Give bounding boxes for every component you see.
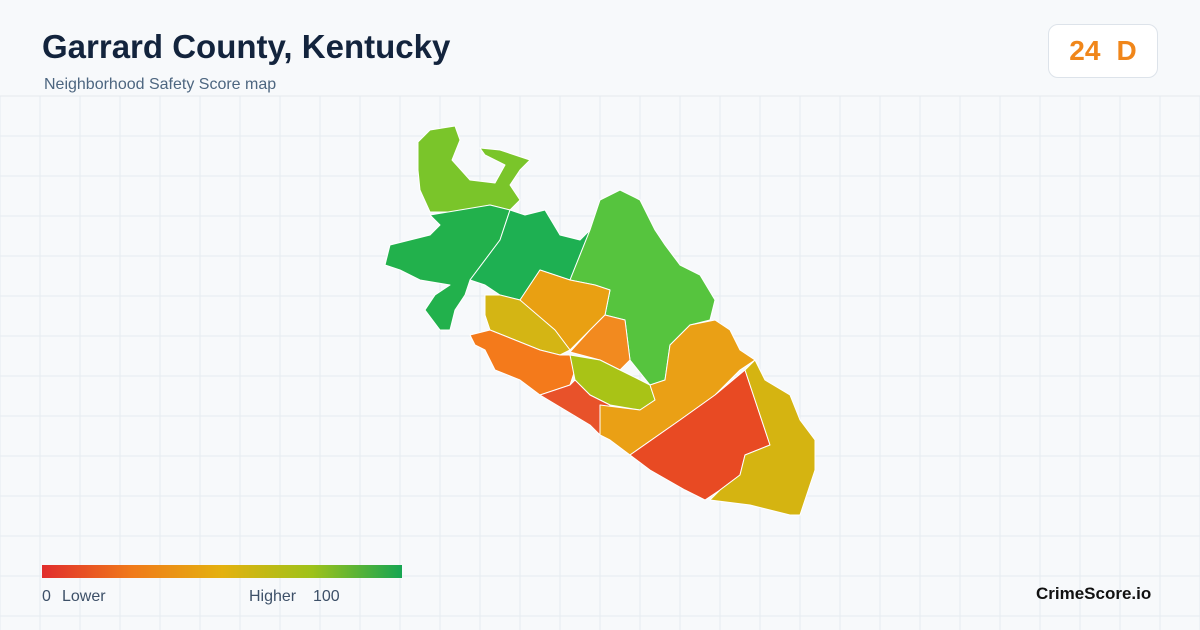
- region: [569, 314, 631, 371]
- score: 24: [1069, 35, 1101, 66]
- brand: CrimeScore.io: [1036, 584, 1152, 603]
- region: [599, 319, 756, 456]
- legend-max: 100: [313, 588, 340, 605]
- region: [539, 379, 611, 436]
- regions: [384, 125, 816, 516]
- legend-high-label: Higher: [249, 588, 297, 605]
- region: [709, 359, 816, 516]
- score-badge: 24 D: [1048, 24, 1158, 78]
- title: Garrard County, Kentucky: [42, 28, 451, 65]
- grade: D: [1116, 35, 1137, 66]
- region: [469, 329, 576, 396]
- region: [417, 125, 531, 213]
- legend-low-label: Lower: [62, 588, 106, 605]
- legend-gradient: [42, 565, 402, 578]
- legend-min: 0: [42, 588, 51, 605]
- subtitle: Neighborhood Safety Score map: [44, 76, 277, 93]
